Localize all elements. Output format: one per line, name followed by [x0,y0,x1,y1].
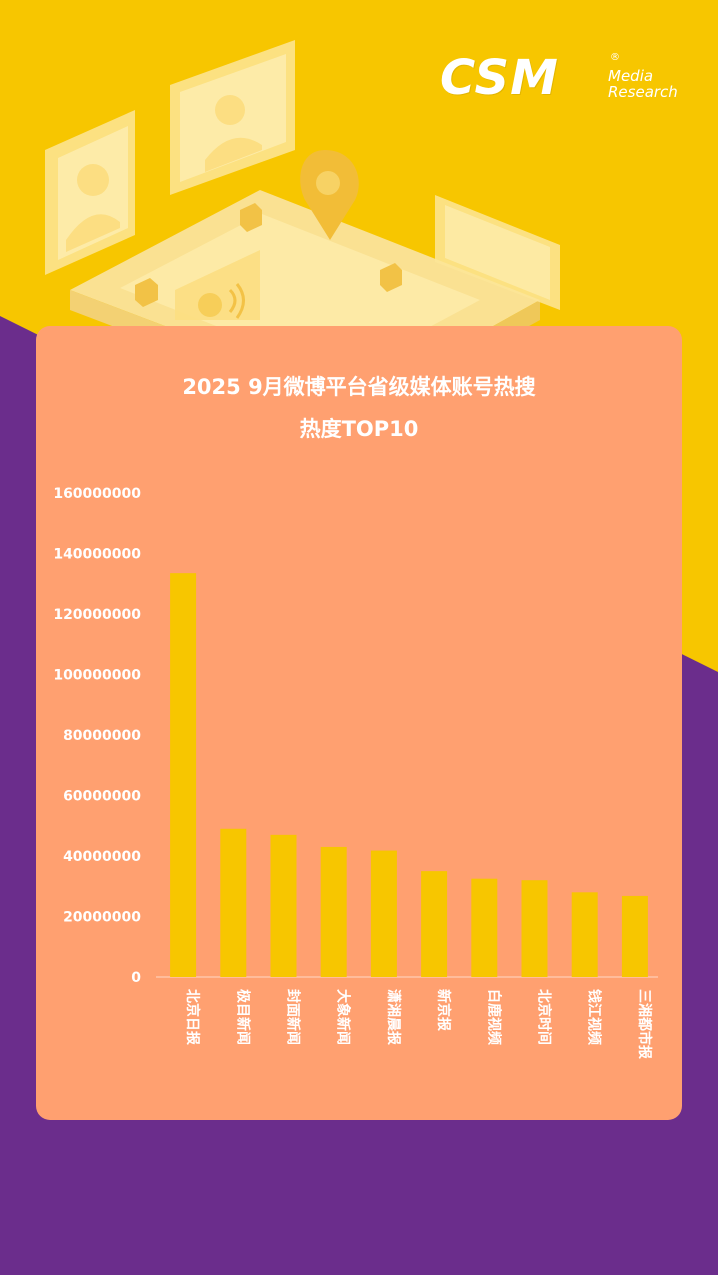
x-tick-label: 新京报 [435,989,452,1031]
bar [370,850,397,977]
chart-title: 2025 9月微博平台省级媒体账号热搜 热度TOP10 [36,366,682,450]
y-tick-label: 160000000 [53,486,141,502]
x-tick-label: 北京日报 [184,989,201,1045]
x-tick-label: 封面新闻 [285,989,302,1045]
bar [621,895,648,977]
y-tick-label: 60000000 [63,789,141,805]
x-tick-label: 白鹿视频 [485,989,502,1045]
x-tick-label: 钱江视频 [586,989,603,1045]
bar [471,878,498,977]
bar [421,871,448,977]
y-tick-label: 0 [131,970,141,986]
x-tick-label: 北京时间 [536,989,553,1045]
chart-title-line2: 热度TOP10 [299,417,419,441]
bar [571,892,598,977]
logo-csm-text: CSM [440,50,559,106]
bar [170,573,197,977]
y-tick-label: 140000000 [53,547,141,563]
chart-card [36,326,682,1120]
chart-title-line1: 2025 9月微博平台省级媒体账号热搜 [182,375,536,399]
y-tick-label: 40000000 [63,849,141,865]
logo-media-text: Media [608,67,654,85]
x-tick-label: 大象新闻 [335,989,352,1045]
logo-subtitle: Media Research [608,68,678,100]
y-tick-label: 120000000 [53,607,141,623]
x-tick-label: 三湘都市报 [636,989,653,1059]
bar [220,828,247,977]
bar [521,880,548,977]
logo-registered-mark: ® [610,52,620,63]
y-tick-label: 100000000 [53,668,141,684]
bar [320,846,347,977]
x-tick-label: 潇湘晨报 [385,989,402,1045]
x-tick-label: 极目新闻 [234,989,251,1045]
bar-chart: 0 20000000 40000000 60000000 80000000 1000000… [53,486,658,1059]
logo-research-text: Research [608,83,678,101]
y-tick-label: 20000000 [63,910,141,926]
bar [270,834,297,977]
y-tick-label: 80000000 [63,728,141,744]
csm-logo: CSM ® Media Research [440,50,690,110]
